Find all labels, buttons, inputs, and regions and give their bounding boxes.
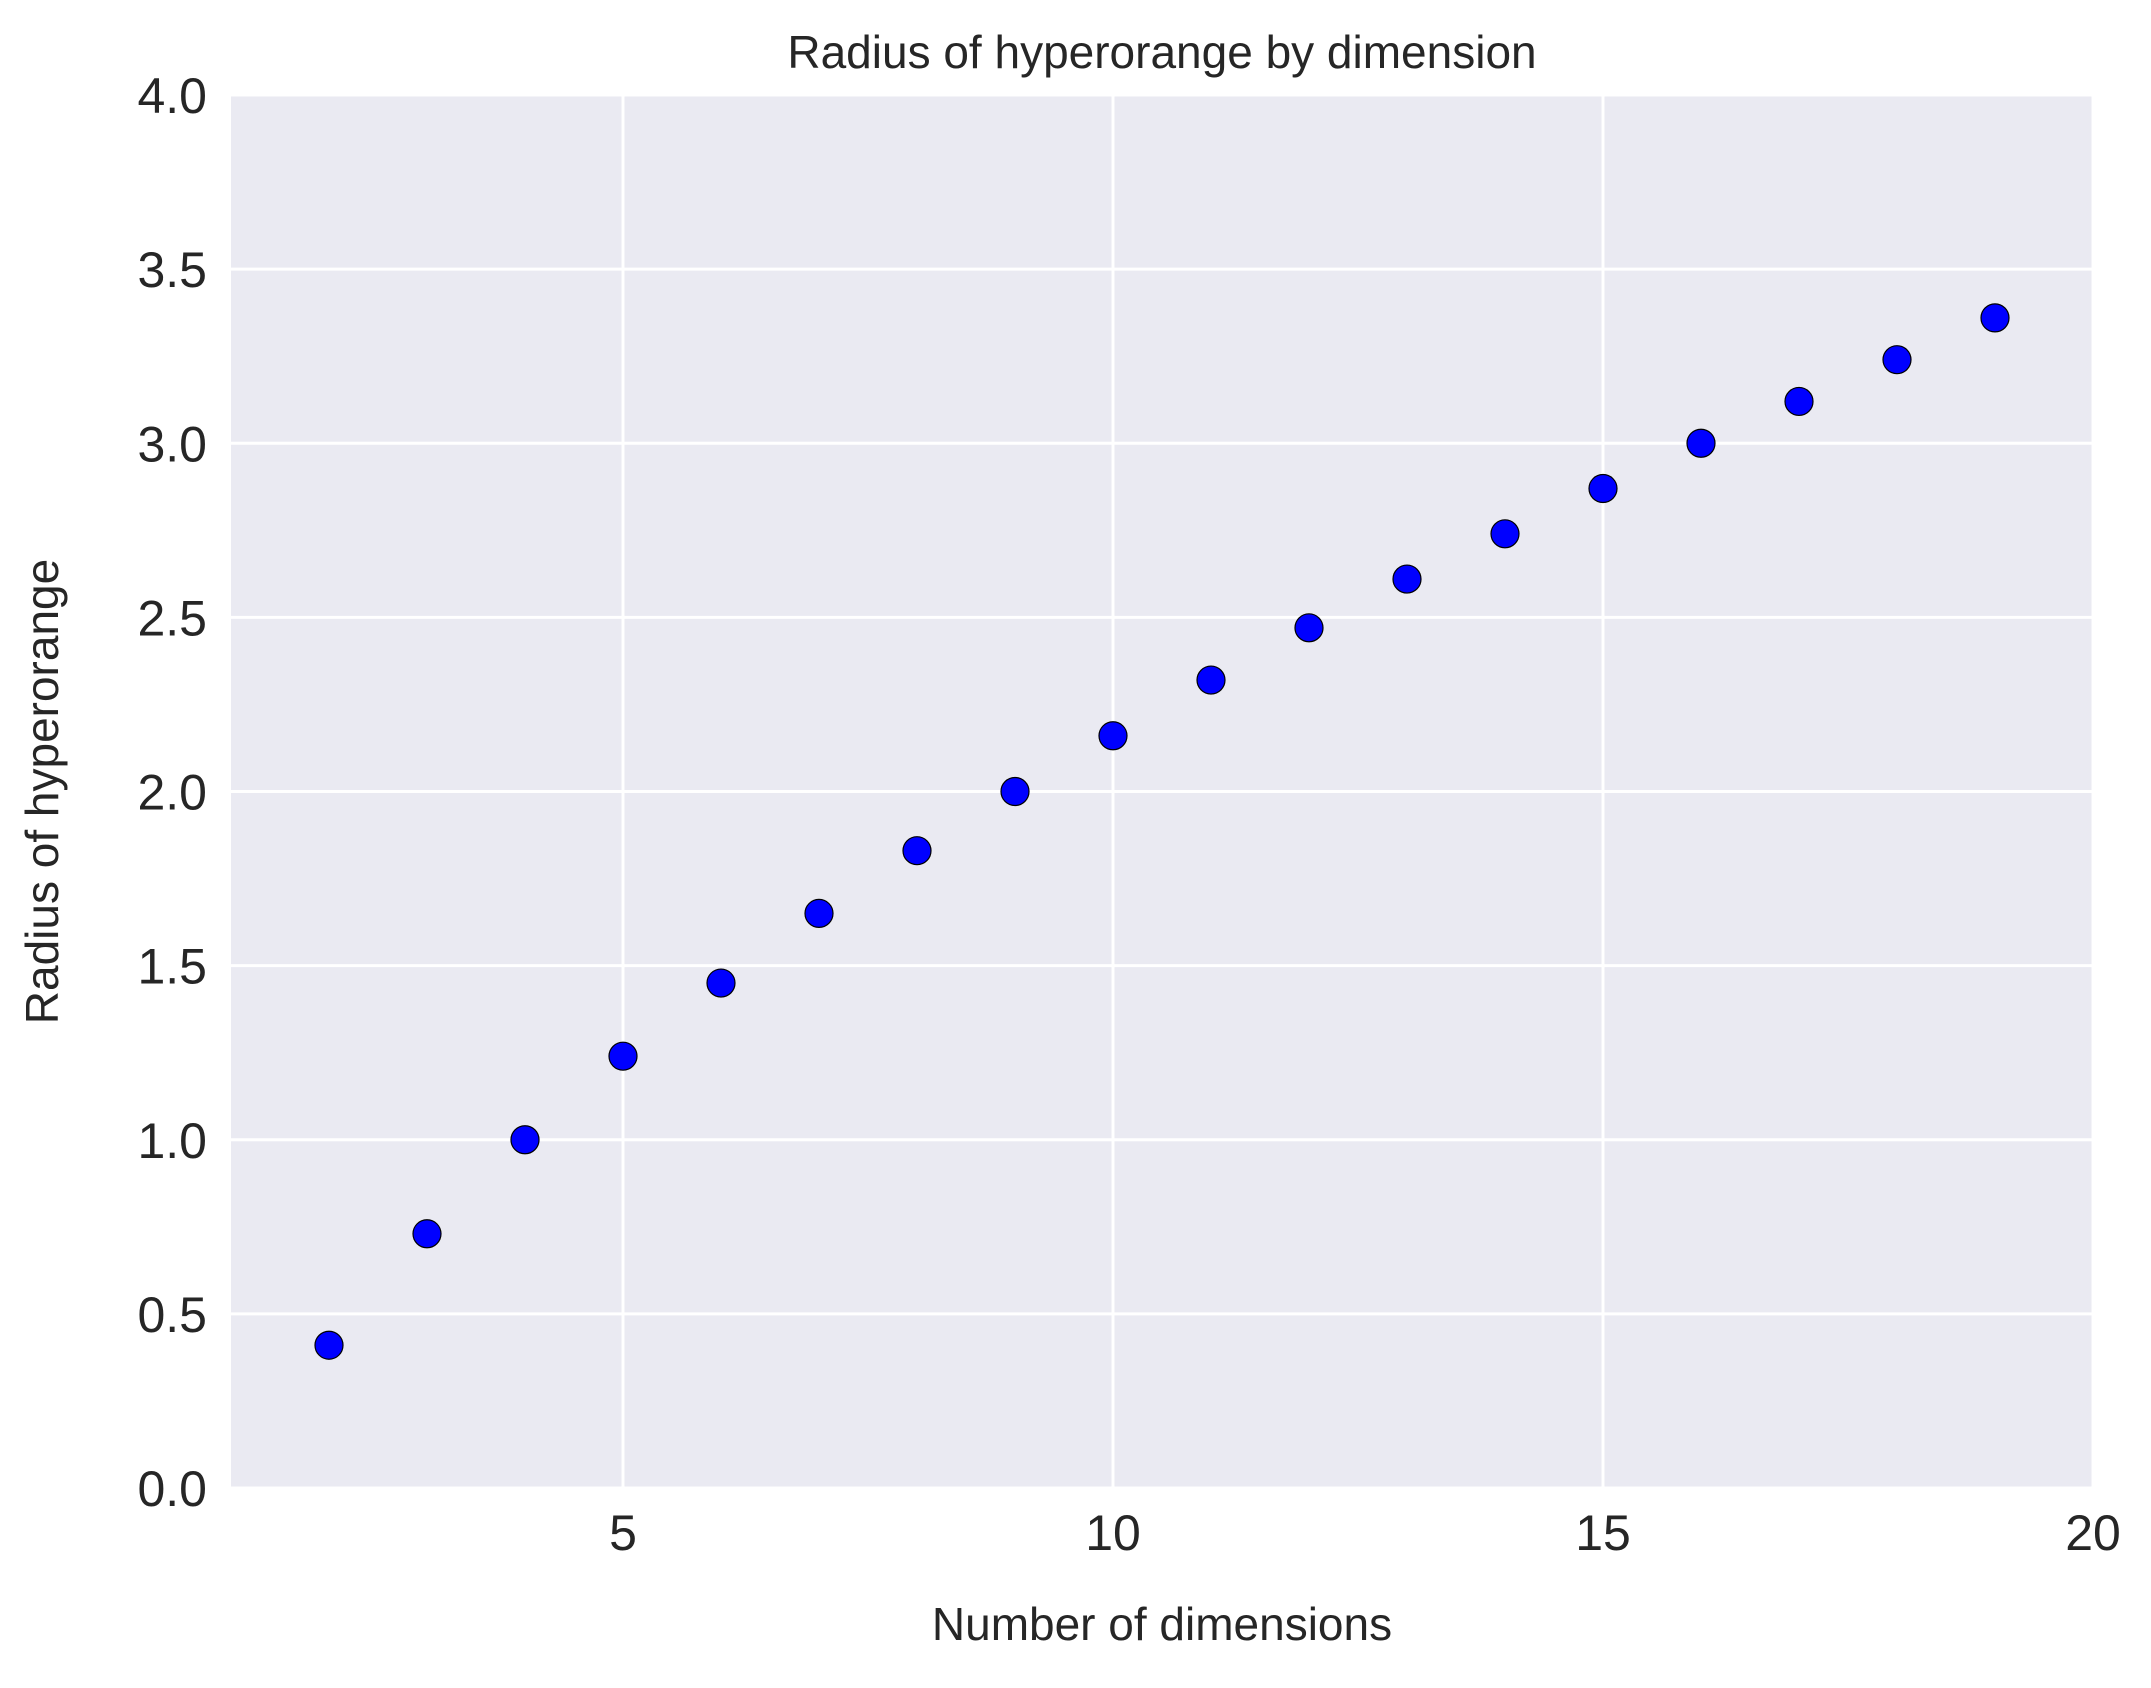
x-tick-label: 5 — [609, 1505, 637, 1561]
data-points — [314, 303, 2010, 1360]
x-tick-label: 10 — [1085, 1505, 1141, 1561]
y-tick-label: 3.0 — [137, 416, 207, 472]
chart-title: Radius of hyperorange by dimension — [787, 26, 1536, 78]
data-point — [1294, 613, 1324, 643]
data-point — [804, 898, 834, 928]
data-point — [1686, 428, 1716, 458]
data-point — [1196, 665, 1226, 695]
data-point — [1784, 386, 1814, 417]
data-point — [510, 1125, 540, 1155]
y-axis-label: Radius of hyperorange — [16, 559, 68, 1024]
data-point — [706, 968, 736, 998]
data-point — [412, 1219, 442, 1249]
data-point — [1980, 303, 2010, 333]
data-point — [1490, 519, 1520, 549]
y-tick-label: 0.0 — [137, 1461, 207, 1517]
data-point — [608, 1041, 638, 1071]
x-tick-label: 20 — [2065, 1505, 2121, 1561]
data-point — [1098, 721, 1128, 751]
y-tick-label: 2.5 — [137, 590, 207, 646]
data-point — [1000, 776, 1030, 807]
data-point — [1588, 473, 1618, 504]
y-tick-label: 1.0 — [137, 1113, 207, 1169]
y-tick-label: 4.0 — [137, 68, 207, 124]
y-tick-label: 1.5 — [137, 939, 207, 995]
data-point — [1392, 564, 1422, 594]
y-tick-label: 3.5 — [137, 242, 207, 298]
x-tick-label: 15 — [1575, 1505, 1631, 1561]
y-tick-label: 2.0 — [137, 765, 207, 821]
grid — [231, 93, 2095, 1490]
y-tick-labels: 0.0 0.5 1.0 1.5 2.0 2.5 3.0 3.5 4.0 — [137, 68, 207, 1517]
data-point — [1882, 345, 1912, 375]
data-point — [314, 1330, 344, 1360]
x-axis-label: Number of dimensions — [932, 1598, 1392, 1650]
x-tick-labels: 5 10 15 20 — [609, 1505, 2121, 1561]
y-tick-label: 0.5 — [137, 1287, 207, 1343]
data-point — [902, 836, 932, 866]
